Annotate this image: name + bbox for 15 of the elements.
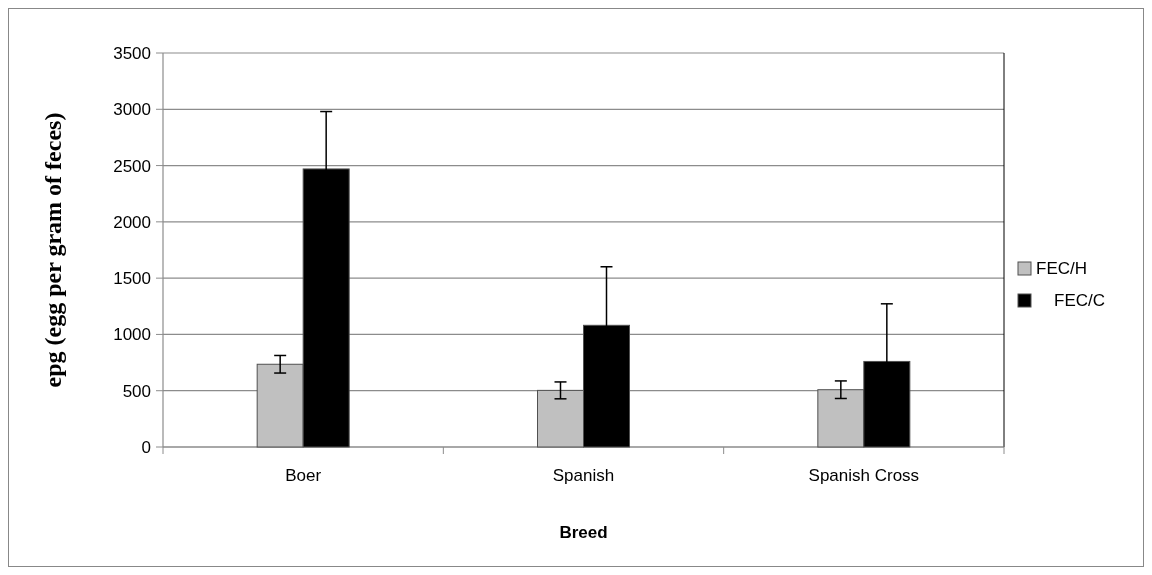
- y-tick-label: 3000: [113, 100, 151, 120]
- y-tick-label: 1500: [113, 269, 151, 289]
- y-tick-label: 2000: [113, 212, 151, 232]
- y-tick-label: 0: [141, 437, 151, 457]
- legend-label: FEC/H: [1036, 258, 1087, 278]
- x-tick-label: Spanish Cross: [808, 466, 920, 485]
- x-axis-title: Breed: [559, 523, 608, 542]
- y-tick-label: 1000: [113, 325, 151, 345]
- x-tick-label: Spanish: [552, 466, 615, 485]
- x-tick-label: Boer: [285, 466, 322, 485]
- y-tick-label: 500: [122, 381, 151, 401]
- y-tick-label: 3500: [113, 43, 151, 63]
- legend-label: FEC/C: [1054, 290, 1105, 310]
- y-axis-title: epg (egg per gram of feces): [40, 112, 66, 388]
- y-tick-label: 2500: [113, 156, 151, 176]
